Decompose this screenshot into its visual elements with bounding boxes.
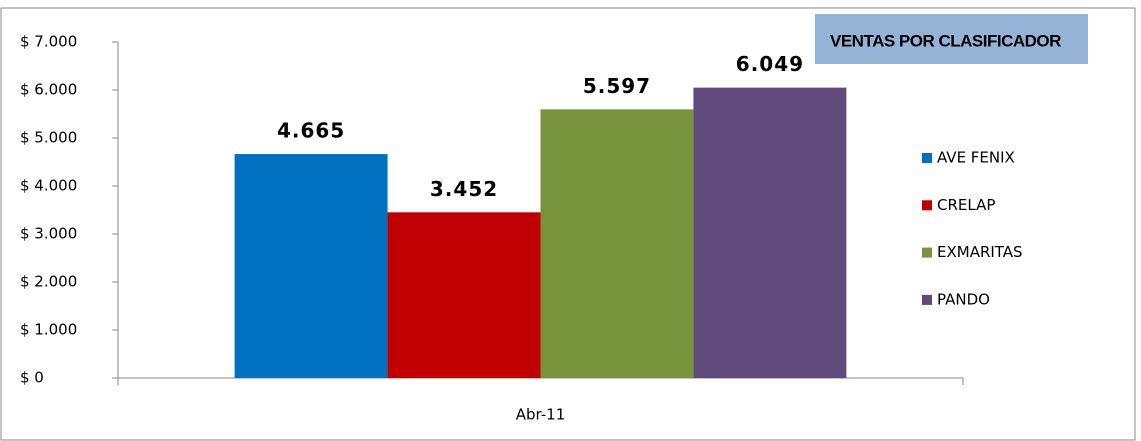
- legend-label: PANDO: [937, 290, 990, 308]
- value-label: 5.597: [583, 74, 651, 98]
- legend-swatch: [922, 200, 932, 211]
- value-label: 4.665: [277, 119, 345, 143]
- legend-swatch: [922, 294, 932, 305]
- y-tick-label: $ 7.000: [20, 33, 77, 51]
- value-label: 6.049: [736, 52, 804, 76]
- value-label: 3.452: [430, 177, 498, 201]
- y-tick-label: $ 4.000: [20, 177, 77, 195]
- y-tick-label: $ 3.000: [20, 225, 77, 243]
- y-tick-label: $ 6.000: [20, 81, 77, 99]
- bar: [693, 87, 847, 378]
- title-box: [815, 14, 1088, 64]
- x-tick-label: Abr-11: [516, 406, 566, 424]
- bar: [387, 212, 541, 378]
- legend-label: AVE FENIX: [937, 149, 1015, 167]
- bar: [540, 109, 694, 379]
- legend-label: EXMARITAS: [937, 243, 1023, 261]
- chart-title: VENTAS POR CLASIFICADOR: [830, 31, 1061, 50]
- y-tick-label: $ 1.000: [20, 321, 77, 339]
- legend-swatch: [922, 247, 932, 258]
- y-tick-label: $ 2.000: [20, 273, 77, 291]
- legend-swatch: [922, 153, 932, 163]
- y-tick-label: $ 5.000: [20, 129, 77, 147]
- legend-label: CRELAP: [937, 196, 995, 214]
- y-tick-label: $ 0: [20, 369, 44, 387]
- bar: [234, 154, 388, 378]
